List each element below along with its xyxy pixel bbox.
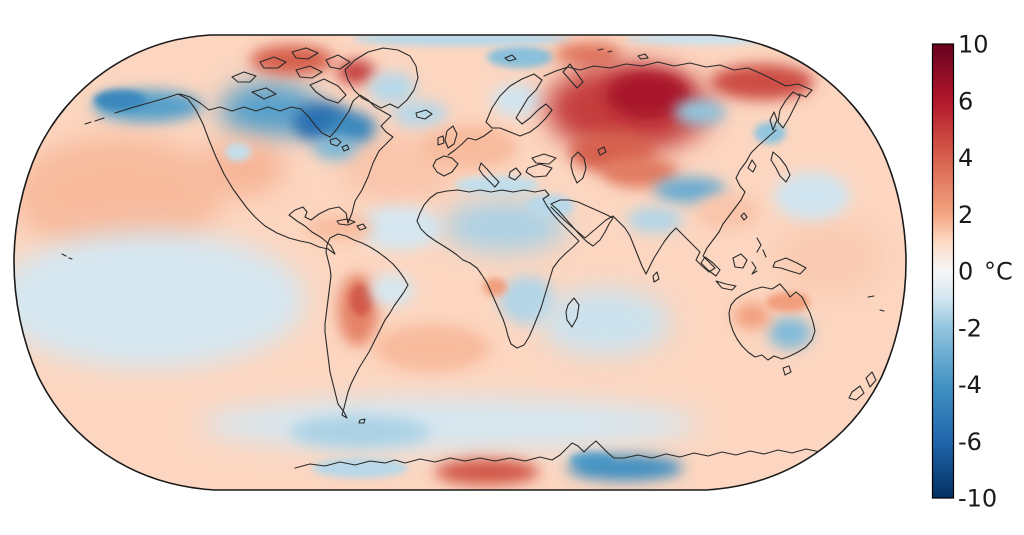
anomaly-region-central-siberia-cool	[674, 99, 726, 125]
anomaly-region-egypt-cool	[526, 195, 574, 217]
colorbar-tick-label: 4	[958, 144, 973, 172]
anomaly-region-north-india-cool	[627, 207, 683, 233]
anomaly-region-central-asia-warm	[602, 156, 678, 188]
anomaly-region-west-australia-warm	[734, 303, 770, 329]
colorbar-tick-label: -10	[958, 485, 997, 513]
anomaly-region-scandinavia-cool	[491, 84, 543, 116]
anomaly-region-eq-south-pacific-cool	[14, 232, 305, 368]
coastline-australia	[728, 283, 885, 401]
anomaly-region-ural-core-warm	[606, 71, 690, 119]
anomaly-region-antarctica-east-cool	[803, 459, 887, 481]
anomaly-region-central-australia-cool	[768, 317, 812, 349]
anomaly-region-caribbean-warm	[306, 216, 374, 240]
anomaly-region-us-southwest-cool	[225, 143, 251, 161]
anomaly-region-east-china-sea-warm	[696, 194, 760, 230]
coastline-greenland	[344, 47, 433, 120]
coastline-africa	[416, 189, 580, 349]
anomaly-region-west-antarctic-coast-cool	[312, 458, 408, 478]
colorbar-tick-label: -4	[958, 371, 982, 399]
colorbar-tick-label: 0	[958, 258, 973, 286]
anomaly-region-east-brazil-cool	[370, 274, 414, 306]
coastline-southeast-asia	[700, 237, 807, 291]
colorbar-tick-label: 10	[958, 31, 989, 59]
anomaly-region-pacific-east-of-japan-cool	[774, 172, 850, 220]
colorbar-tick-label: -6	[958, 428, 982, 456]
colorbar-gradient-bar	[931, 43, 955, 499]
colorbar-tick-label: -2	[958, 314, 982, 342]
anomaly-region-great-lakes-cool	[313, 136, 357, 160]
colorbar-tick-label: 2	[958, 201, 973, 229]
anomaly-region-gulf-of-alaska-cold	[94, 90, 146, 110]
colorbar: 10 6 4 2 0 -2 -4 -6 -10 °C	[931, 31, 1013, 513]
anomaly-region-drake-passage-cool	[290, 416, 430, 448]
anomaly-region-antarctica-cold	[567, 455, 683, 481]
anomaly-region-central-greenland-cool	[368, 72, 416, 104]
coastline-arctic-islands	[231, 47, 351, 104]
anomaly-region-west-pacific-warm	[775, 220, 885, 296]
anomaly-region-ne-siberia-warm	[710, 64, 814, 100]
anomaly-region-southern-africa-cool	[499, 276, 555, 324]
colorbar-unit-label: °C	[984, 258, 1013, 286]
map-outline	[13, 34, 907, 491]
anomaly-region-southern-ocean-cool-band	[200, 398, 700, 450]
coastline-north-america	[84, 93, 394, 255]
anomaly-region-labrador-cold	[328, 112, 376, 144]
anomaly-region-angola-warm	[483, 278, 507, 296]
coastlines	[61, 47, 885, 469]
coastline-arabia	[550, 199, 614, 247]
anomaly-region-argentina-core-warm	[350, 284, 372, 316]
anomaly-region-south-atlantic-warm	[374, 324, 490, 372]
anomaly-region-antarctica-warm	[435, 459, 539, 485]
anomaly-region-north-australia-warm	[766, 292, 810, 312]
coastline-antarctica	[294, 440, 869, 469]
anomaly-region-arctic-top-cool	[352, 35, 572, 46]
coastline-europe	[432, 73, 607, 188]
anomaly-region-europe-warm	[422, 125, 518, 169]
colorbar-tick-labels: 10 6 4 2 0 -2 -4 -6 -10	[958, 31, 997, 513]
coastline-south-america	[61, 218, 409, 424]
anomaly-field	[14, 35, 887, 485]
anomaly-region-western-us-warm	[201, 140, 285, 196]
anomaly-region-nw-greenland-warm	[337, 60, 375, 84]
anomaly-region-tibet-cool	[654, 177, 726, 203]
anomaly-region-arctic-islands-warm	[250, 45, 334, 75]
world-map	[13, 34, 907, 491]
anomaly-region-north-pacific-warm	[14, 135, 223, 255]
coastline-asia	[504, 48, 813, 283]
anomaly-region-svalbard-cool	[487, 46, 553, 68]
anomaly-region-okhotsk-cool	[754, 122, 786, 144]
anomaly-region-barents-kara-warm	[555, 42, 621, 66]
colorbar-tick-label: 6	[958, 87, 973, 115]
anomaly-region-mid-atlantic-cool	[358, 206, 442, 250]
anomaly-region-south-indian-cool	[540, 289, 670, 355]
anomaly-region-iceland-cool	[392, 101, 448, 127]
